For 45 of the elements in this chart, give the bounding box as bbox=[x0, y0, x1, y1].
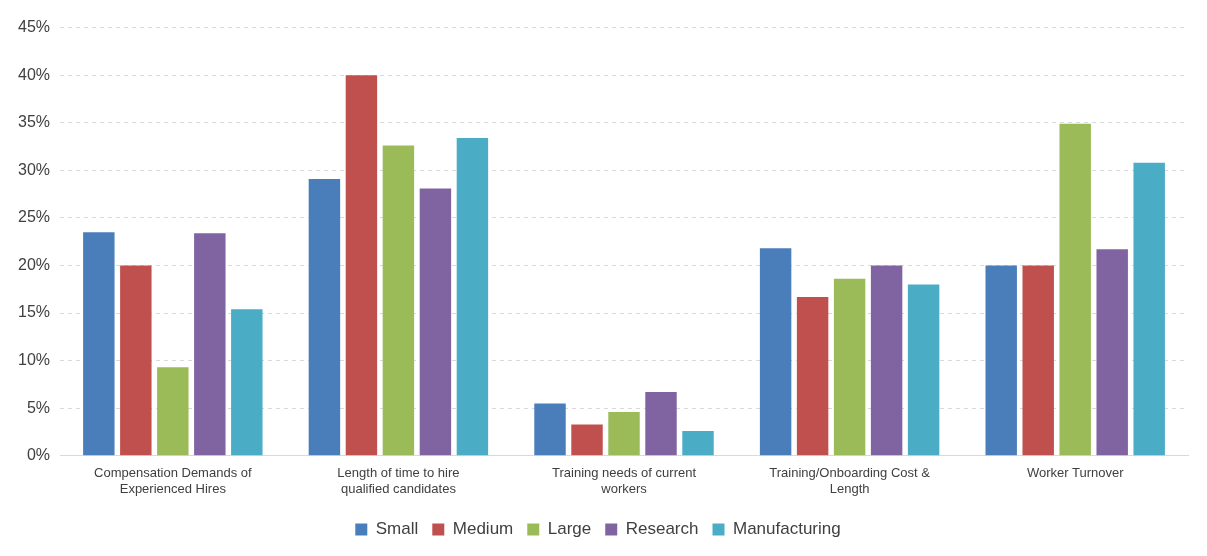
x-tick-label: Training needs of current workers bbox=[551, 465, 697, 496]
bar bbox=[1096, 249, 1128, 456]
bar bbox=[796, 296, 829, 456]
x-tick-label: Worker Turnover bbox=[1026, 465, 1125, 481]
bar bbox=[231, 309, 263, 456]
bar bbox=[308, 178, 341, 456]
y-tick-label: 40% bbox=[17, 65, 51, 83]
legend-label: Medium bbox=[452, 519, 514, 539]
y-tick-label: 5% bbox=[26, 398, 51, 416]
bar bbox=[382, 145, 415, 456]
y-tick-label: 25% bbox=[17, 208, 51, 226]
bar bbox=[985, 265, 1017, 456]
bar bbox=[571, 424, 603, 456]
bar bbox=[456, 137, 489, 456]
bar bbox=[194, 233, 226, 456]
bar bbox=[907, 284, 940, 456]
y-tick-label: 30% bbox=[17, 160, 51, 178]
y-tick-label: 20% bbox=[17, 255, 51, 273]
y-tick-label: 35% bbox=[17, 113, 51, 131]
bar bbox=[534, 403, 566, 456]
legend-label: Manufacturing bbox=[732, 519, 841, 539]
bar bbox=[759, 248, 792, 456]
y-tick-label: 15% bbox=[17, 303, 51, 321]
bar bbox=[645, 392, 677, 456]
x-tick-label: Length of time to hire qualified candidates bbox=[337, 465, 460, 496]
bar bbox=[345, 75, 378, 456]
bar bbox=[870, 265, 903, 456]
bar bbox=[419, 188, 452, 456]
bar bbox=[682, 431, 714, 456]
y-tick-label: 45% bbox=[17, 18, 51, 36]
bar bbox=[608, 412, 640, 456]
bar bbox=[120, 265, 152, 456]
y-tick-label: 0% bbox=[26, 446, 51, 464]
legend-label: Small bbox=[375, 519, 419, 539]
bar bbox=[833, 278, 866, 456]
bar bbox=[1022, 265, 1054, 456]
bar bbox=[83, 232, 115, 456]
bar bbox=[157, 367, 189, 456]
bar bbox=[1059, 123, 1091, 456]
x-tick-label: Training/Onboarding Cost & Length bbox=[769, 465, 931, 496]
legend-label: Large bbox=[547, 519, 592, 539]
bar bbox=[1133, 162, 1165, 456]
x-tick-label: Compensation Demands of Experienced Hires bbox=[94, 465, 252, 496]
legend-label: Research bbox=[625, 519, 699, 539]
y-tick-label: 10% bbox=[17, 351, 51, 369]
